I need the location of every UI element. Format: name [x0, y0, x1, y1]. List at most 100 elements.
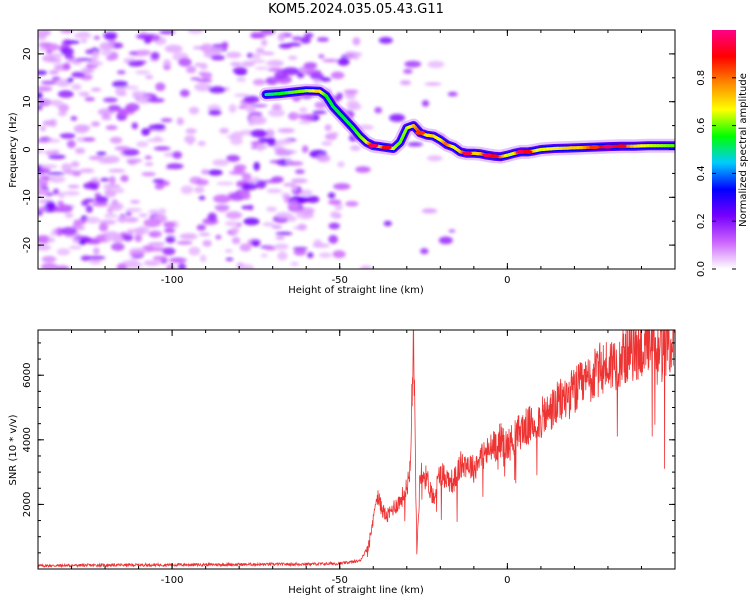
spectrogram-noise-blob — [250, 104, 268, 108]
spectrogram-noise-blob — [48, 175, 66, 183]
spectrogram-noise-blob — [424, 82, 442, 86]
spectrogram-noise-blob — [48, 154, 66, 160]
spectrogram-noise-blob — [128, 250, 146, 257]
spectrogram-noise-blob — [224, 221, 239, 226]
colorbar-bar — [712, 30, 736, 269]
colorbar-tick-label: 0.6 — [696, 118, 707, 134]
spectrogram-noise-blob — [277, 33, 286, 42]
spectrogram-noise-blob — [299, 107, 308, 113]
spectrogram-noise-blob — [48, 70, 59, 75]
spectrogram-noise-blob — [299, 189, 313, 196]
spectrogram-noise-blob — [347, 103, 362, 111]
spectrogram-noise-blob — [228, 170, 247, 175]
spectrogram-noise-blob — [228, 104, 237, 113]
spectrogram-noise-blob — [287, 201, 299, 209]
spectrogram-noise-blob — [312, 110, 327, 115]
spectrogram-noise-blob — [236, 77, 246, 82]
spectrogram-noise-blob — [246, 105, 256, 114]
spectrogram-noise-blob — [143, 218, 162, 228]
spectrogram-noise-blob — [283, 183, 295, 187]
spectrogram-noise-blob — [75, 58, 93, 62]
spectrogram-noise-blob — [290, 178, 308, 184]
spectrogram-noise-blob — [61, 47, 74, 57]
spectrogram-noise-blob — [329, 132, 339, 136]
spectrogram-noise-blob — [285, 158, 292, 165]
spectrogram-noise-blob — [152, 255, 166, 261]
spectrogram-noise-blob — [250, 129, 268, 138]
spectrogram-noise-blob — [103, 32, 118, 39]
spectrogram-noise-blob — [274, 243, 289, 250]
spectrogram-noise-blob — [38, 177, 43, 184]
spectrogram-noise-blob — [224, 249, 233, 253]
spectrogram-noise-blob — [307, 252, 314, 259]
spectrogram-noise-blob — [374, 107, 383, 114]
spectrogram-noise-blob — [112, 80, 129, 88]
spectrogram-noise-blob — [200, 71, 213, 80]
spectrogram-noise-blob — [337, 58, 350, 66]
spectrogram-noise-blob — [153, 136, 162, 143]
spectrogram-noise-blob — [85, 205, 93, 213]
spectrogram-noise-blob — [238, 105, 248, 109]
y-tick-label: 20 — [22, 48, 33, 61]
spectrogram-noise-blob — [237, 190, 249, 196]
spectrogram-noise-blob — [77, 91, 87, 96]
spectrogram-noise-blob — [305, 195, 320, 203]
spectrogram-noise-blob — [290, 261, 299, 266]
spectrogram-noise-blob — [427, 60, 445, 69]
spectrogram-noise-blob — [264, 246, 277, 251]
spectrogram-noise-blob — [329, 211, 340, 219]
spectrogram-noise-blob — [215, 234, 222, 240]
ridge-peak — [489, 154, 499, 159]
spectrogram-noise-blob — [261, 51, 275, 55]
spectrogram-noise-blob — [42, 120, 55, 126]
spectrogram-noise-blob — [150, 51, 160, 61]
spectrogram-noise-blob — [42, 54, 56, 63]
spectrogram-noise-blob — [267, 67, 284, 72]
spectrogram-noise-blob — [132, 60, 147, 64]
spectrogram-noise-blob — [122, 234, 134, 242]
spectrogram-noise-blob — [420, 248, 429, 255]
spectrogram-noise-blob — [80, 255, 92, 261]
spectrogram-noise-blob — [103, 97, 118, 103]
spectrogram-noise-blob — [233, 93, 250, 97]
spectrogram-noise-blob — [141, 128, 151, 136]
spectrogram-noise-blob — [190, 77, 201, 81]
spectrogram-noise-blob — [389, 113, 406, 122]
spectrogram-noise-blob — [131, 228, 144, 234]
spectrogram-noise-blob — [230, 62, 242, 67]
spectrogram-noise-blob — [292, 247, 308, 251]
spectrogram-noise-blob — [82, 137, 96, 142]
spectrogram-noise-blob — [45, 201, 56, 209]
y-tick-label: 6000 — [22, 362, 33, 387]
spectrogram-noise-blob — [251, 240, 261, 247]
spectrogram-noise-blob — [99, 42, 115, 50]
spectrogram-noise-blob — [359, 265, 373, 269]
spectrogram-noise-blob — [448, 229, 456, 233]
spectrogram-noise-blob — [202, 240, 212, 247]
spectrogram-noise-blob — [249, 115, 258, 119]
spectrogram-noise-field — [38, 30, 458, 269]
spectrogram-noise-blob — [122, 85, 139, 90]
spectrogram-noise-blob — [328, 222, 340, 230]
spectrogram-noise-blob — [316, 37, 329, 42]
spectrogram-noise-blob — [407, 142, 423, 147]
spectrogram-noise-blob — [251, 53, 262, 59]
spectrogram-noise-blob — [250, 34, 266, 39]
ridge-peak — [522, 149, 533, 154]
spectrogram-noise-blob — [111, 242, 125, 251]
spectrogram-noise-blob — [271, 225, 282, 229]
spectrogram-noise-blob — [56, 227, 63, 237]
spectrogram-noise-blob — [122, 148, 140, 156]
y-tick-label: 4000 — [22, 427, 33, 452]
spectrogram-noise-blob — [114, 146, 131, 151]
spectrogram-noise-blob — [312, 243, 330, 248]
spectrogram-noise-blob — [144, 155, 152, 160]
spectrogram-noise-blob — [216, 181, 235, 186]
spectrogram-noise-blob — [80, 39, 88, 43]
spectrogram-noise-blob — [192, 46, 204, 50]
spectrogram-noise-blob — [297, 223, 307, 231]
spectrogram-noise-blob — [225, 257, 234, 261]
spectrogram-noise-blob — [383, 220, 392, 227]
spectrogram-noise-blob — [255, 66, 269, 70]
